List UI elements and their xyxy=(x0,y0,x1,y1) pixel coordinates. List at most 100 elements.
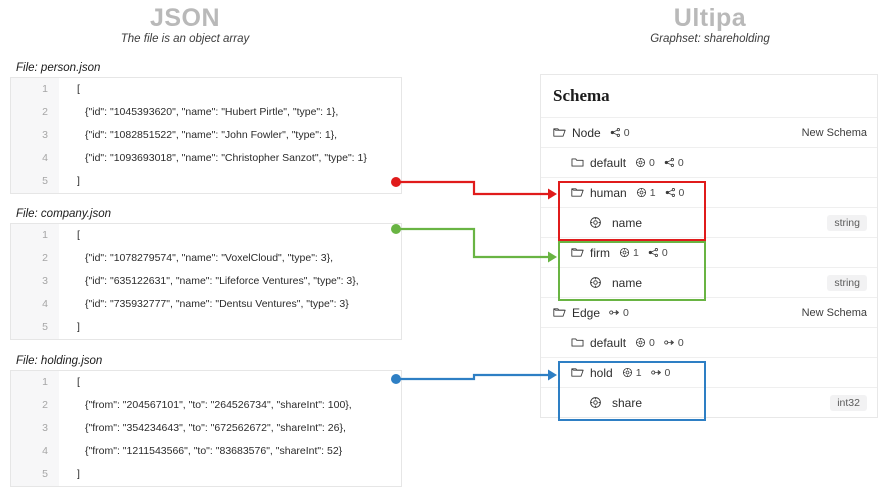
line-content: {"id": "735932777", "name": "Dentsu Vent… xyxy=(85,298,349,310)
json-column-title: JSON xyxy=(149,4,221,32)
line-number: 1 xyxy=(11,371,59,394)
node-count: 0 xyxy=(665,186,685,199)
line-number: 5 xyxy=(11,463,59,486)
schema-row-node-firm[interactable]: firm 1 0 xyxy=(541,237,877,267)
schema-row-label: default xyxy=(590,335,627,350)
schema-row-edge-hold-share[interactable]: share int32 xyxy=(541,387,877,417)
property-count-icon xyxy=(636,187,647,198)
new-schema-link[interactable]: New Schema xyxy=(801,306,867,319)
code-line: 3 {"id": "1082851522", "name": "John Fow… xyxy=(11,124,401,147)
ultipa-column-title: Ultipa xyxy=(673,4,747,32)
schema-panel: Schema Node 0 New Schema default xyxy=(540,74,878,418)
line-content: [ xyxy=(77,83,80,95)
edge-count: 0 xyxy=(664,337,684,349)
line-number: 3 xyxy=(11,270,59,293)
file-label-person: File: person.json xyxy=(16,62,101,74)
schema-row-node-default[interactable]: default 0 0 xyxy=(541,147,877,177)
code-box-holding[interactable]: 1 [ 2 {"from": "204567101", "to": "26452… xyxy=(10,370,402,487)
line-number: 2 xyxy=(11,101,59,124)
property-icon xyxy=(589,276,602,289)
edge-count: 0 xyxy=(609,307,629,319)
property-count-value: 1 xyxy=(633,246,639,259)
code-line: 3 {"id": "635122631", "name": "Lifeforce… xyxy=(11,270,401,293)
new-schema-link[interactable]: New Schema xyxy=(801,126,867,139)
open-folder-icon xyxy=(553,306,566,319)
edge-count: 0 xyxy=(650,367,670,379)
property-count-value: 0 xyxy=(649,156,655,169)
code-line: 5 ] xyxy=(11,170,401,193)
property-count: 1 xyxy=(636,187,656,199)
code-line: 4 {"id": "735932777", "name": "Dentsu Ve… xyxy=(11,293,401,316)
property-count: 0 xyxy=(635,337,655,349)
status-badge: string xyxy=(827,274,867,291)
code-line: 5 ] xyxy=(11,316,401,339)
property-count: 1 xyxy=(622,367,642,379)
ultipa-column-subtitle: Graphset: shareholding xyxy=(650,33,770,45)
node-count-value: 0 xyxy=(623,126,630,139)
json-file-block-company: File: company.json 1 [ 2 {"id": "1078279… xyxy=(10,208,402,340)
line-content: {"id": "1082851522", "name": "John Fowle… xyxy=(85,129,338,141)
connector-holding-to-hold xyxy=(391,369,557,384)
line-content: {"from": "1211543566", "to": "83683576",… xyxy=(85,445,343,457)
property-count-value: 0 xyxy=(649,336,655,349)
line-content: [ xyxy=(77,229,80,241)
schema-row-node-human-name[interactable]: name string xyxy=(541,207,877,237)
line-number: 1 xyxy=(11,78,59,101)
open-folder-icon xyxy=(553,126,566,139)
node-count-value: 0 xyxy=(678,186,685,199)
line-number: 1 xyxy=(11,224,59,247)
schema-property-label: share xyxy=(612,395,643,410)
line-content: {"id": "635122631", "name": "Lifeforce V… xyxy=(85,275,359,287)
schema-row-label: hold xyxy=(590,365,613,380)
schema-row-edge[interactable]: Edge 0 New Schema xyxy=(541,297,877,327)
schema-row-label: Node xyxy=(572,125,601,140)
property-count: 1 xyxy=(619,247,639,259)
json-column-subtitle: The file is an object array xyxy=(120,33,250,45)
node-count: 0 xyxy=(664,157,684,169)
property-type-badge-wrap: string xyxy=(827,214,867,231)
node-count-icon xyxy=(648,247,659,258)
node-count: 0 xyxy=(610,127,630,139)
json-file-block-person: File: person.json 1 [ 2 {"id": "10453936… xyxy=(10,62,402,194)
file-label-company: File: company.json xyxy=(16,208,112,220)
connector-company-to-firm xyxy=(391,224,557,263)
code-box-person[interactable]: 1 [ 2 {"id": "1045393620", "name": "Hube… xyxy=(10,77,402,194)
line-content: {"from": "204567101", "to": "264526734",… xyxy=(85,399,352,411)
connector-line xyxy=(396,180,548,196)
property-icon xyxy=(589,396,602,409)
code-line: 1 [ xyxy=(11,78,401,101)
code-line: 3 {"from": "354234643", "to": "672562672… xyxy=(11,417,401,440)
schema-row-edge-default[interactable]: default 0 0 xyxy=(541,327,877,357)
schema-row-node-human[interactable]: human 1 0 xyxy=(541,177,877,207)
code-line: 1 [ xyxy=(11,371,401,394)
property-type-badge-wrap: string xyxy=(827,274,867,291)
line-number: 4 xyxy=(11,147,59,170)
node-count-value: 0 xyxy=(661,246,668,259)
code-line: 4 {"id": "1093693018", "name": "Christop… xyxy=(11,147,401,170)
line-content: ] xyxy=(77,468,80,480)
schema-row-label: human xyxy=(590,185,627,200)
line-content: {"id": "1078279574", "name": "VoxelCloud… xyxy=(85,252,334,264)
line-number: 5 xyxy=(11,170,59,193)
property-type-badge-wrap: int32 xyxy=(830,394,867,411)
open-folder-icon xyxy=(571,246,584,259)
code-box-company[interactable]: 1 [ 2 {"id": "1078279574", "name": "Voxe… xyxy=(10,223,402,340)
edge-count-icon xyxy=(650,367,662,378)
schema-row-label: firm xyxy=(590,245,610,260)
file-label-holding: File: holding.json xyxy=(16,355,103,367)
property-count-value: 1 xyxy=(649,186,656,199)
line-content: ] xyxy=(77,321,80,333)
schema-row-node[interactable]: Node 0 New Schema xyxy=(541,117,877,147)
line-number: 3 xyxy=(11,124,59,147)
schema-row-node-firm-name[interactable]: name string xyxy=(541,267,877,297)
connector-line xyxy=(396,373,548,381)
edge-count-icon xyxy=(664,337,675,348)
folder-icon xyxy=(571,336,584,349)
node-count-icon xyxy=(665,187,676,198)
schema-property-label: name xyxy=(612,215,643,230)
schema-row-edge-hold[interactable]: hold 1 0 xyxy=(541,357,877,387)
code-line: 5 ] xyxy=(11,463,401,486)
edge-count-value: 0 xyxy=(677,336,684,349)
property-count-icon xyxy=(622,367,633,378)
json-file-block-holding: File: holding.json 1 [ 2 {"from": "20456… xyxy=(10,355,402,487)
